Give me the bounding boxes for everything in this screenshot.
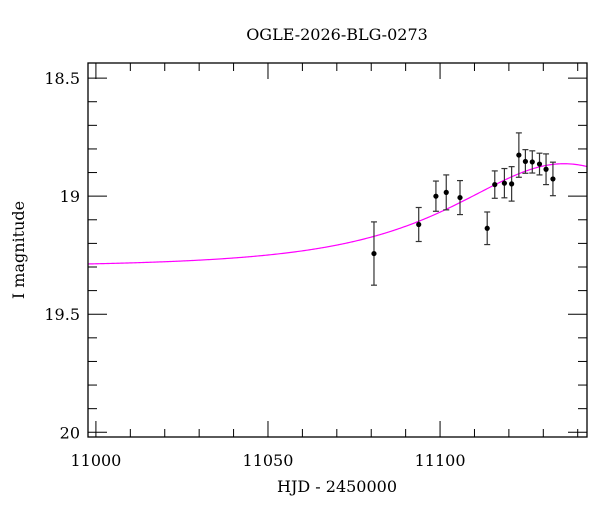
point-marker	[371, 250, 377, 257]
plot-frame	[87, 62, 588, 438]
data-point	[443, 174, 450, 211]
point-marker	[501, 180, 508, 186]
point-marker	[536, 161, 543, 167]
data-point	[501, 167, 508, 199]
data-point	[543, 153, 550, 186]
data-point	[491, 170, 498, 199]
chart-title: OGLE-2026-BLG-0273	[246, 25, 428, 44]
data-point	[432, 180, 439, 212]
y-axis-label: I magnitude	[9, 201, 28, 299]
tick-labels: 11000 11050 11100 18.5 19 19.5 20	[44, 69, 465, 470]
point-marker	[550, 176, 556, 182]
point-marker	[522, 158, 528, 165]
x-tick-label: 11100	[415, 451, 466, 470]
point-marker	[443, 189, 449, 195]
point-marker	[416, 221, 422, 228]
data-point	[508, 166, 515, 202]
data-point	[370, 221, 377, 286]
data-point	[522, 149, 529, 174]
x-tick-label: 11000	[70, 451, 121, 470]
point-marker	[543, 166, 549, 172]
point-marker	[516, 152, 522, 158]
y-tick-label: 19	[60, 187, 80, 206]
y-tick-label: 20	[60, 423, 80, 442]
point-marker	[484, 225, 490, 231]
data-point	[536, 152, 543, 176]
data-point	[484, 211, 491, 246]
data-point	[457, 179, 464, 216]
point-marker	[433, 193, 439, 199]
x-tick-label: 11050	[243, 451, 294, 470]
y-tick-label: 19.5	[44, 305, 80, 324]
point-marker	[457, 194, 463, 201]
point-marker	[529, 159, 535, 165]
axis-ticks	[88, 63, 587, 437]
data-point	[415, 206, 422, 243]
data-point	[549, 161, 556, 197]
data-points	[370, 132, 556, 286]
point-marker	[509, 181, 515, 187]
point-marker	[492, 181, 498, 188]
data-point	[529, 150, 536, 174]
x-axis-label: HJD - 2450000	[277, 477, 397, 496]
y-tick-label: 18.5	[44, 69, 80, 88]
data-point	[515, 132, 522, 178]
